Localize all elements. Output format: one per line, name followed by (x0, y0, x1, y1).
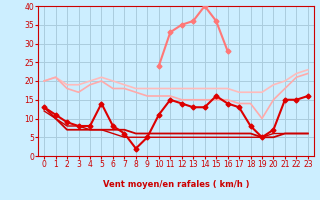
X-axis label: Vent moyen/en rafales ( km/h ): Vent moyen/en rafales ( km/h ) (103, 180, 249, 189)
